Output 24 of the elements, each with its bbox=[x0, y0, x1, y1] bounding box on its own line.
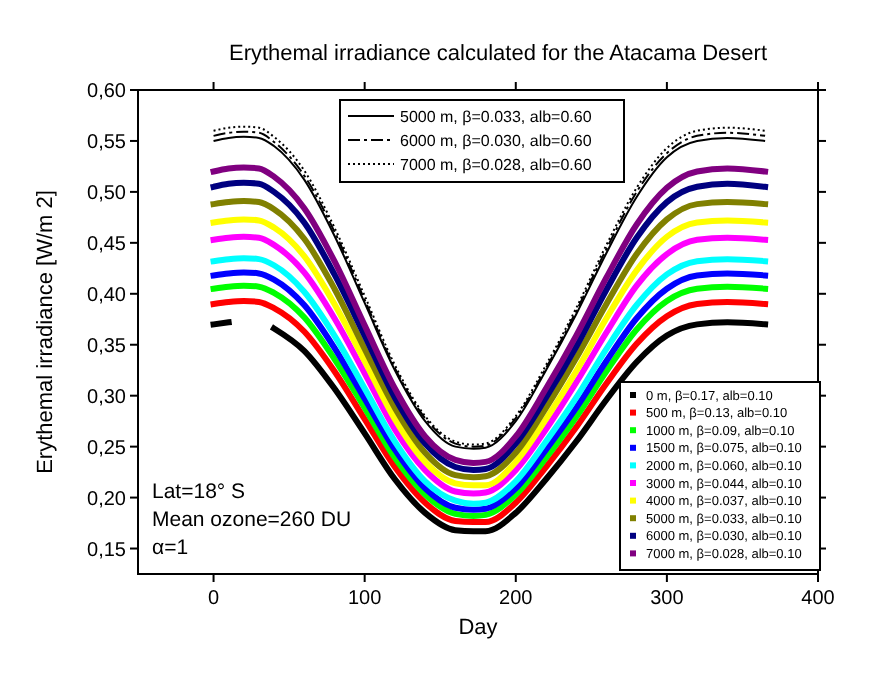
y-tick-label: 0,25 bbox=[87, 437, 127, 460]
annotation: α=1 bbox=[152, 536, 189, 560]
y-tick-label: 0,50 bbox=[87, 182, 127, 205]
y-tick-label: 0,20 bbox=[87, 488, 127, 511]
y-tick-label: 0,55 bbox=[87, 131, 127, 154]
x-tick-label: 0 bbox=[207, 588, 220, 610]
x-tick-label: 200 bbox=[499, 588, 534, 610]
annotation: Mean ozone=260 DU bbox=[152, 508, 352, 532]
chart-title: Erythemal irradiance calculated for the Atacama Desert bbox=[228, 42, 768, 66]
annotation: Lat=18° S bbox=[152, 480, 246, 504]
legend-label: 6000 m, β=0.030, alb=0.60 bbox=[400, 131, 593, 150]
x-tick-label: 400 bbox=[801, 588, 836, 610]
y-tick-label: 0,60 bbox=[87, 81, 127, 103]
y-axis-title: Erythemal irradiance [W/m 2] bbox=[34, 190, 58, 474]
legend-label: 5000 m, β=0.033, alb=0.60 bbox=[400, 107, 593, 126]
x-tick-label: 300 bbox=[650, 588, 685, 610]
y-tick-label: 0,30 bbox=[87, 386, 127, 409]
y-tick-label: 0,15 bbox=[87, 539, 127, 562]
y-tick-label: 0,45 bbox=[87, 233, 127, 256]
x-tick-label: 100 bbox=[347, 588, 383, 610]
legend-label: 7000 m, β=0.028, alb=0.60 bbox=[400, 155, 593, 174]
y-tick-label: 0,40 bbox=[87, 284, 127, 307]
y-tick-label: 0,35 bbox=[87, 335, 127, 358]
x-axis-title: Day bbox=[458, 616, 499, 640]
